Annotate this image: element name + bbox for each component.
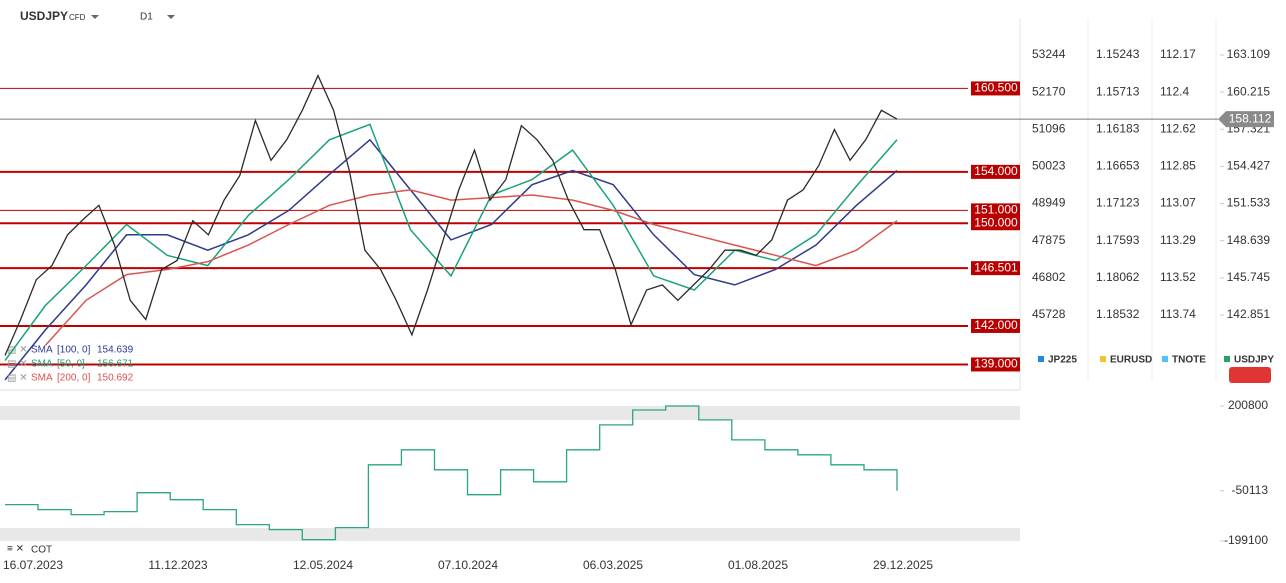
compare-legend-label: TNOTE bbox=[1172, 355, 1206, 366]
level-label-box bbox=[971, 164, 1020, 179]
compare-legend-label: JP225 bbox=[1048, 355, 1077, 366]
instrument-type: CFD bbox=[69, 13, 86, 22]
x-tick-label: 07.10.2024 bbox=[438, 558, 498, 572]
compare-legend-label: EURUSD bbox=[1110, 355, 1152, 366]
sma-legend-value: 150.692 bbox=[97, 373, 134, 384]
compare-tick-label: 112.85 bbox=[1160, 159, 1196, 173]
level-label: 150.000 bbox=[974, 215, 1018, 229]
interval-dropdown[interactable] bbox=[167, 15, 175, 19]
compare-tick-label: 112.62 bbox=[1160, 121, 1196, 135]
cot-band-bottom bbox=[0, 528, 1020, 541]
sma-legend-value: 154.639 bbox=[97, 345, 134, 356]
y-tick-label: 163.109 bbox=[1227, 47, 1271, 61]
compare-tick-label: 1.17123 bbox=[1096, 196, 1140, 210]
level-label: 146.501 bbox=[974, 260, 1018, 274]
action-button[interactable] bbox=[1229, 367, 1271, 383]
level-label: 139.000 bbox=[974, 357, 1018, 371]
compare-tick-label: 113.52 bbox=[1160, 270, 1196, 284]
y-tick-label: 151.533 bbox=[1227, 196, 1271, 210]
y-tick-label: 142.851 bbox=[1227, 307, 1271, 321]
sma-legend-params: [100, 0] bbox=[57, 345, 91, 356]
sma-legend-icon: ▤ ✕ bbox=[7, 359, 28, 370]
compare-tick-label: 1.18532 bbox=[1096, 307, 1140, 321]
compare-legend-swatch bbox=[1224, 356, 1230, 362]
compare-tick-label: 45728 bbox=[1032, 307, 1066, 321]
level-label-box bbox=[971, 261, 1020, 276]
y-tick-label: 145.745 bbox=[1227, 270, 1271, 284]
compare-tick-label: 52170 bbox=[1032, 84, 1066, 98]
compare-tick-label: 1.16653 bbox=[1096, 159, 1140, 173]
compare-legend-label: USDJPY bbox=[1234, 355, 1274, 366]
sma-legend-name: SMA bbox=[31, 359, 53, 370]
sma-legend-icon: ▤ ✕ bbox=[7, 373, 28, 384]
level-label-box bbox=[971, 318, 1020, 333]
compare-tick-label: 112.4 bbox=[1160, 84, 1189, 98]
compare-tick-label: 53244 bbox=[1032, 47, 1066, 61]
x-tick-label: 16.07.2023 bbox=[3, 558, 63, 572]
price-line bbox=[4, 74, 898, 356]
compare-tick-label: 48949 bbox=[1032, 196, 1066, 210]
compare-tick-label: 1.15243 bbox=[1096, 47, 1140, 61]
compare-tick-label: 46802 bbox=[1032, 270, 1066, 284]
x-tick-label: 06.03.2025 bbox=[583, 558, 643, 572]
cot-label: COT bbox=[31, 545, 52, 556]
y-tick-label: 148.639 bbox=[1227, 233, 1271, 247]
compare-tick-label: 113.74 bbox=[1160, 307, 1196, 321]
compare-tick-label: 1.16183 bbox=[1096, 121, 1140, 135]
sma-legend-value: 156.671 bbox=[97, 359, 134, 370]
sma-legend-params: [50, 0] bbox=[57, 359, 85, 370]
sma-line bbox=[4, 138, 898, 381]
sma-legend-name: SMA bbox=[31, 373, 53, 384]
level-label: 142.000 bbox=[974, 318, 1018, 332]
compare-tick-label: 113.07 bbox=[1160, 196, 1196, 210]
level-label-box bbox=[971, 357, 1020, 372]
level-label-box bbox=[971, 203, 1020, 218]
compare-legend-swatch bbox=[1100, 356, 1106, 362]
level-label: 154.000 bbox=[974, 164, 1018, 178]
x-tick-label: 12.05.2024 bbox=[293, 558, 353, 572]
interval[interactable]: D1 bbox=[140, 12, 153, 23]
level-label-box bbox=[971, 81, 1020, 96]
current-price-tag bbox=[1218, 111, 1274, 128]
cot-y-tick-label: -199100 bbox=[1224, 533, 1268, 547]
compare-tick-label: 1.15713 bbox=[1096, 84, 1140, 98]
sma-line bbox=[4, 123, 898, 362]
current-price-label: 158.112 bbox=[1229, 111, 1272, 125]
compare-tick-label: 51096 bbox=[1032, 121, 1066, 135]
sma-legend-name: SMA bbox=[31, 345, 53, 356]
compare-legend-swatch bbox=[1038, 356, 1044, 362]
level-label-box bbox=[971, 216, 1020, 231]
y-tick-label: 160.215 bbox=[1227, 84, 1271, 98]
symbol-dropdown[interactable] bbox=[91, 15, 99, 19]
sma-line bbox=[44, 189, 898, 346]
compare-tick-label: 1.17593 bbox=[1096, 233, 1140, 247]
x-tick-label: 01.08.2025 bbox=[728, 558, 788, 572]
cot-band-top bbox=[0, 406, 1020, 420]
y-tick-label: 154.427 bbox=[1227, 159, 1271, 173]
compare-tick-label: 112.17 bbox=[1160, 47, 1196, 61]
compare-tick-label: 113.29 bbox=[1160, 233, 1196, 247]
x-tick-label: 11.12.2023 bbox=[148, 558, 207, 572]
compare-tick-label: 47875 bbox=[1032, 233, 1066, 247]
cot-y-tick-label: -50113 bbox=[1232, 483, 1269, 497]
compare-tick-label: 50023 bbox=[1032, 159, 1066, 173]
cot-y-tick-label: 200800 bbox=[1228, 398, 1268, 412]
symbol[interactable]: USDJPY bbox=[20, 9, 68, 23]
cot-line bbox=[5, 405, 898, 541]
compare-legend-swatch bbox=[1162, 356, 1168, 362]
level-label: 160.500 bbox=[974, 81, 1018, 95]
sma-legend-icon: ▤ ✕ bbox=[7, 345, 28, 356]
sma-legend-params: [200, 0] bbox=[57, 373, 91, 384]
cot-icon: ≡ ✕ bbox=[7, 544, 24, 555]
compare-tick-label: 1.18062 bbox=[1096, 270, 1140, 284]
x-tick-label: 29.12.2025 bbox=[873, 558, 933, 572]
level-label: 151.000 bbox=[974, 203, 1018, 217]
